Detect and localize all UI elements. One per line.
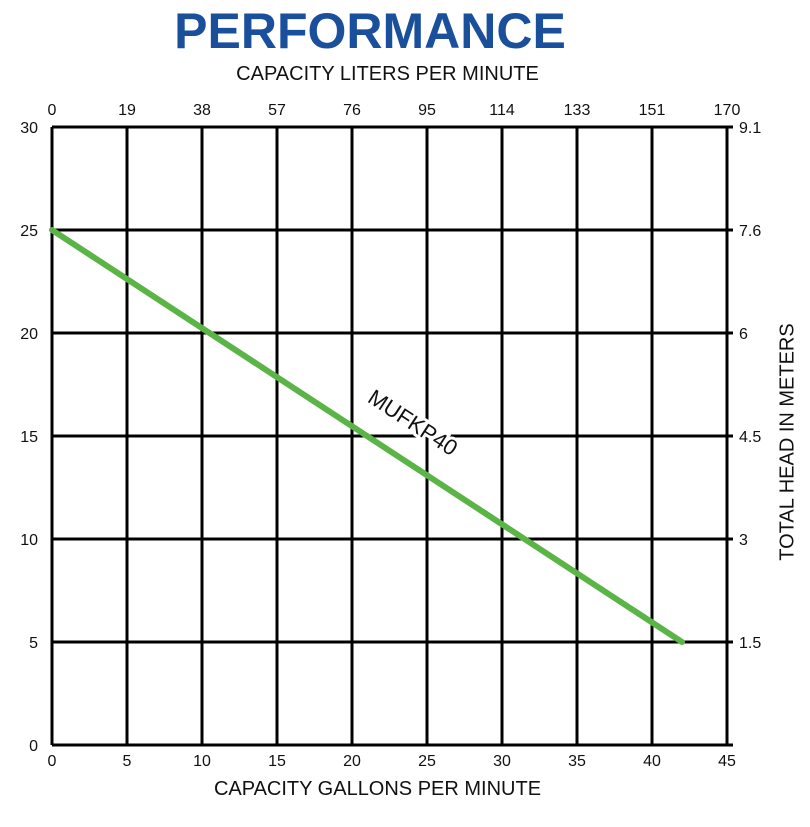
x-tick-label: 45 [718,753,736,770]
x2-tick-label: 170 [714,102,741,119]
y-tick-label: 5 [29,635,38,652]
y-tick-label: 10 [20,532,38,549]
y2-tick-label: 3 [739,532,748,549]
x2-tick-label: 151 [639,102,666,119]
x-tick-label: 20 [343,753,361,770]
x2-tick-label: 76 [343,102,361,119]
y-tick-label: 30 [20,120,38,137]
x-tick-label: 0 [48,753,57,770]
y-tick-label: 20 [20,326,38,343]
x2-tick-label: 133 [564,102,591,119]
x-tick-label: 30 [493,753,511,770]
x2-tick-label: 38 [193,102,211,119]
y2-tick-label: 1.5 [739,635,761,652]
x2-tick-label: 95 [418,102,436,119]
x-tick-label: 5 [123,753,132,770]
x-tick-label: 15 [268,753,286,770]
x2-tick-label: 114 [489,102,515,119]
y2-tick-label: 6 [739,326,748,343]
x-tick-label: 25 [418,753,436,770]
series-label: MUFKP40 [364,384,463,460]
bottom-axis-title: CAPACITY GALLONS PER MINUTE [213,778,542,800]
y-tick-label: 0 [29,738,38,755]
x-tick-label: 10 [193,753,211,770]
series-line [49,227,685,645]
x-tick-label: 35 [568,753,586,770]
x2-tick-label: 19 [118,102,136,119]
y2-tick-label: 9.1 [739,120,761,137]
x2-tick-label: 0 [48,102,57,119]
x-tick-label: 40 [643,753,661,770]
x2-tick-label: 57 [268,102,286,119]
y2-tick-label: 7.6 [739,223,761,240]
y-tick-label: 15 [20,429,38,446]
top-axis-title: CAPACITY LITERS PER MINUTE [236,63,539,85]
y-tick-label: 25 [20,223,38,240]
y2-tick-label: 4.5 [739,429,761,446]
chart-title: PERFORMANCE [174,3,566,59]
